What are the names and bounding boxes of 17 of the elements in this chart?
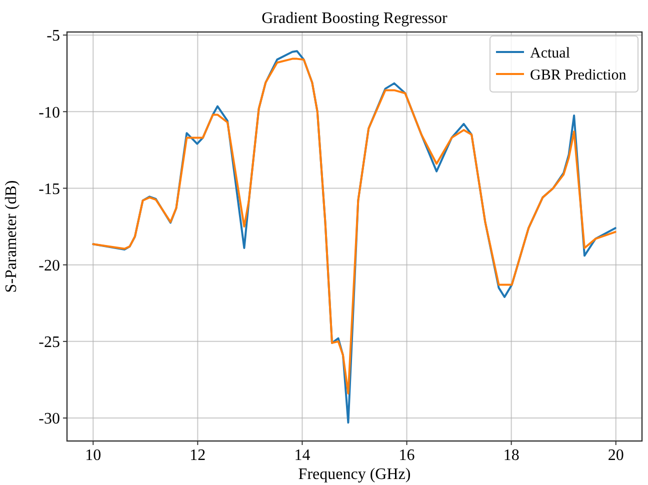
x-tick-label: 20 — [608, 447, 624, 464]
legend-label: Actual — [530, 45, 570, 62]
y-tick-label: -15 — [38, 180, 60, 198]
y-tick-label: -30 — [38, 410, 60, 428]
chart-title: Gradient Boosting Regressor — [262, 10, 448, 27]
x-tick-label: 18 — [503, 447, 520, 464]
x-tick-label: 14 — [294, 447, 310, 464]
legend-label: GBR Prediction — [530, 67, 627, 84]
x-axis-title: Frequency (GHz) — [298, 466, 411, 483]
x-tick-label: 16 — [398, 447, 415, 464]
x-tick-label: 12 — [190, 447, 206, 464]
y-tick-label: -10 — [38, 104, 60, 122]
y-tick-label: -20 — [38, 257, 60, 274]
y-tick-label: -25 — [38, 334, 60, 352]
x-tick-label: 10 — [85, 447, 102, 464]
y-axis-title: S-Parameter (dB) — [3, 180, 20, 293]
y-tick-label: -5 — [46, 28, 60, 45]
